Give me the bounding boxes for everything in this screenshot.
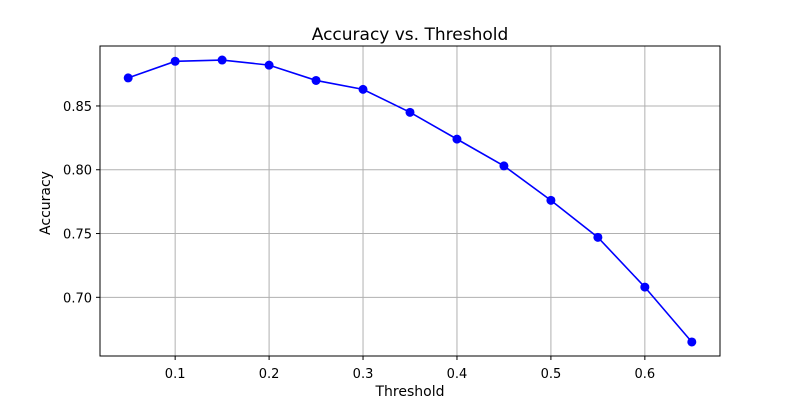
y-tick-label: 0.75 xyxy=(63,228,92,243)
x-tick-label: 0.2 xyxy=(259,367,280,382)
data-point xyxy=(358,84,368,94)
x-tick-label: 0.3 xyxy=(353,367,374,382)
y-tick-label: 0.70 xyxy=(63,291,92,306)
x-tick-label: 0.1 xyxy=(165,367,186,382)
y-tick-label: 0.80 xyxy=(63,164,92,179)
plot-frame xyxy=(99,45,721,357)
data-point xyxy=(640,282,650,292)
x-tick-label: 0.6 xyxy=(635,367,656,382)
tick-layer: 0.1 0.2 0.3 0.4 0.5 0.6 0.70 0.75 0.80 0.85 xyxy=(63,100,655,382)
data-point xyxy=(687,337,697,347)
y-tick-label: 0.85 xyxy=(63,100,92,115)
series-layer xyxy=(123,55,697,347)
x-tick-label: 0.4 xyxy=(447,367,468,382)
data-point xyxy=(264,60,274,70)
data-point xyxy=(170,56,180,66)
x-axis-title: Threshold xyxy=(375,384,445,400)
data-point xyxy=(217,55,227,65)
data-point xyxy=(452,134,462,144)
chart-title: Accuracy vs. Threshold xyxy=(312,25,509,45)
data-point xyxy=(593,232,603,242)
x-tick-label: 0.5 xyxy=(541,367,562,382)
data-point xyxy=(123,73,133,83)
data-point xyxy=(499,161,509,171)
data-point xyxy=(405,107,415,117)
y-axis-title: Accuracy xyxy=(38,171,54,235)
data-point xyxy=(311,75,321,85)
data-point xyxy=(546,195,556,205)
